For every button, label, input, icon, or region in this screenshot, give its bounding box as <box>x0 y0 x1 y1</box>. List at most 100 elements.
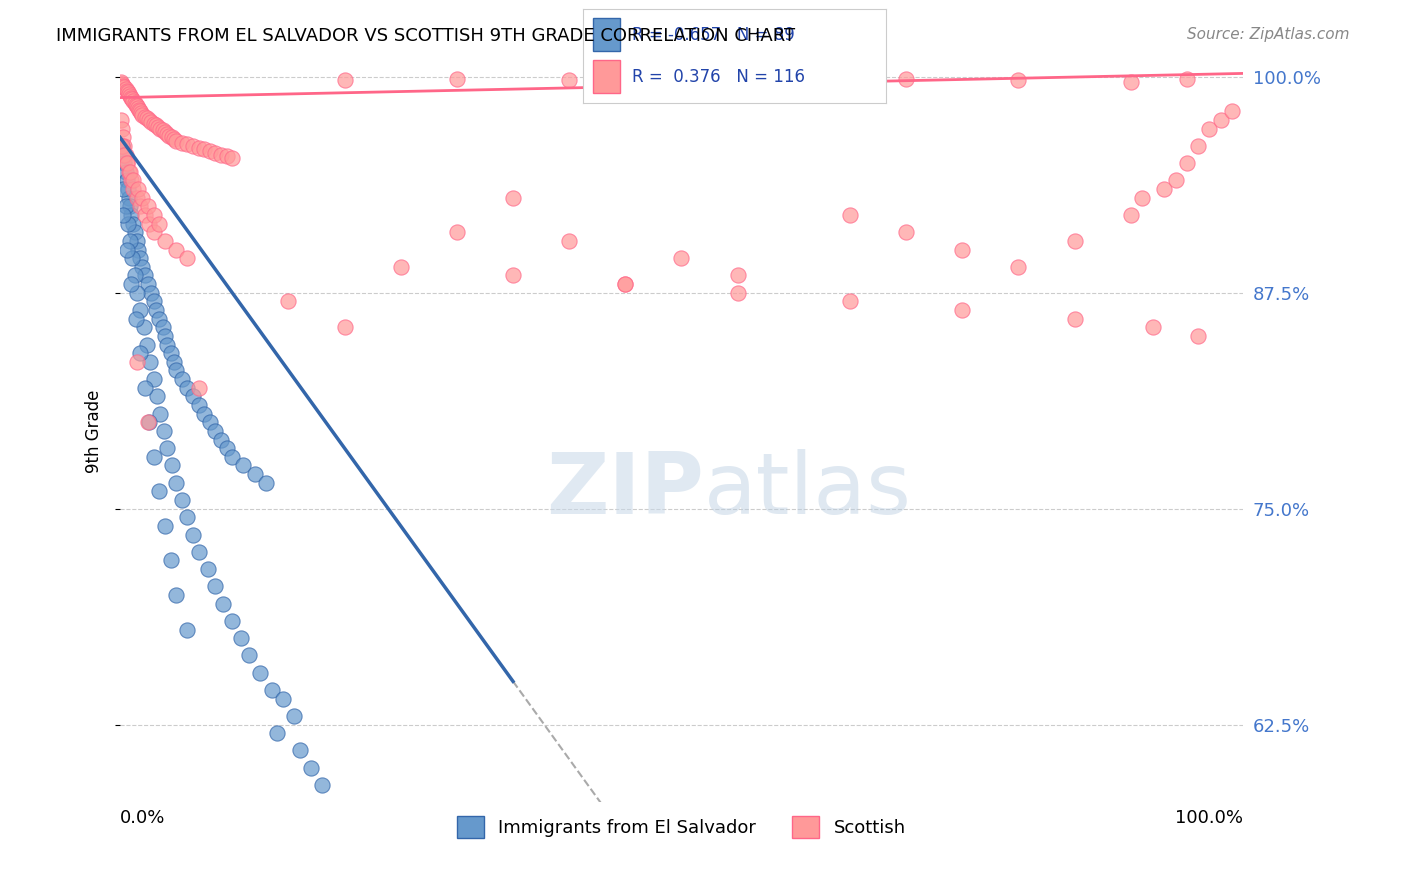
Point <box>138 415 160 429</box>
Point <box>124 225 146 239</box>
Point <box>114 165 136 179</box>
Point <box>153 519 176 533</box>
Point <box>204 145 226 160</box>
Legend: Immigrants from El Salvador, Scottish: Immigrants from El Salvador, Scottish <box>450 809 914 846</box>
Point <box>165 243 187 257</box>
Point <box>152 424 174 438</box>
Point <box>215 149 238 163</box>
Point <box>783 73 806 87</box>
Point <box>198 415 221 429</box>
Point <box>128 103 150 117</box>
Point <box>176 510 198 524</box>
Point <box>187 141 209 155</box>
Point <box>156 441 179 455</box>
Point <box>176 623 198 637</box>
Point <box>221 151 243 165</box>
Point <box>135 337 157 351</box>
Point <box>120 173 142 187</box>
Point <box>215 441 238 455</box>
Point <box>157 128 180 143</box>
Point <box>254 475 277 490</box>
Point <box>231 631 253 645</box>
Point <box>838 294 860 309</box>
Point <box>121 92 143 106</box>
Point <box>950 243 973 257</box>
Point <box>558 234 581 248</box>
Point <box>131 106 153 120</box>
Point <box>134 268 156 283</box>
Point <box>1209 113 1232 128</box>
Point <box>446 71 468 86</box>
Point <box>120 208 142 222</box>
Point <box>111 139 134 153</box>
Point <box>115 173 138 187</box>
Text: ZIP: ZIP <box>546 449 704 532</box>
Point <box>249 665 271 680</box>
Point <box>671 75 693 89</box>
Point <box>117 86 139 100</box>
Point <box>1063 311 1085 326</box>
Text: atlas: atlas <box>704 449 912 532</box>
Point <box>142 372 165 386</box>
Point <box>1164 173 1187 187</box>
Point <box>141 115 163 129</box>
Point <box>266 726 288 740</box>
Point <box>160 130 183 145</box>
Point <box>120 199 142 213</box>
Point <box>187 398 209 412</box>
Point <box>288 743 311 757</box>
Point <box>112 208 135 222</box>
Point <box>160 458 183 473</box>
Point <box>124 95 146 110</box>
Point <box>727 268 749 283</box>
Point <box>614 277 637 292</box>
Point <box>277 294 299 309</box>
Point <box>110 75 132 89</box>
Point <box>156 127 179 141</box>
Point <box>142 294 165 309</box>
Point <box>124 268 146 283</box>
Point <box>1187 329 1209 343</box>
Point <box>125 97 148 112</box>
Point <box>671 251 693 265</box>
Point <box>148 217 170 231</box>
Point <box>132 320 155 334</box>
Point <box>1142 320 1164 334</box>
Point <box>243 467 266 482</box>
Point <box>122 182 145 196</box>
Point <box>198 144 221 158</box>
Point <box>111 139 134 153</box>
Point <box>138 217 160 231</box>
Point <box>838 208 860 222</box>
Point <box>125 234 148 248</box>
Point <box>111 77 134 91</box>
Point <box>1007 260 1029 274</box>
Point <box>727 285 749 300</box>
Point <box>176 137 198 152</box>
Point <box>120 90 142 104</box>
Point <box>333 320 356 334</box>
Point <box>129 199 152 213</box>
Point <box>204 579 226 593</box>
Point <box>1175 156 1198 170</box>
Point <box>163 355 186 369</box>
Point <box>153 329 176 343</box>
Point <box>117 182 139 196</box>
Point <box>131 260 153 274</box>
Point <box>1187 139 1209 153</box>
Point <box>502 191 524 205</box>
Point <box>114 80 136 95</box>
Text: IMMIGRANTS FROM EL SALVADOR VS SCOTTISH 9TH GRADE CORRELATION CHART: IMMIGRANTS FROM EL SALVADOR VS SCOTTISH … <box>56 27 796 45</box>
Point <box>212 597 235 611</box>
Point <box>138 113 160 128</box>
Point <box>260 683 283 698</box>
Point <box>193 143 215 157</box>
Point <box>134 208 156 222</box>
FancyBboxPatch shape <box>592 61 620 94</box>
Point <box>120 88 142 103</box>
Text: 0.0%: 0.0% <box>120 809 166 827</box>
Point <box>145 118 167 132</box>
Point <box>271 691 294 706</box>
Point <box>165 134 187 148</box>
Point <box>125 311 148 326</box>
